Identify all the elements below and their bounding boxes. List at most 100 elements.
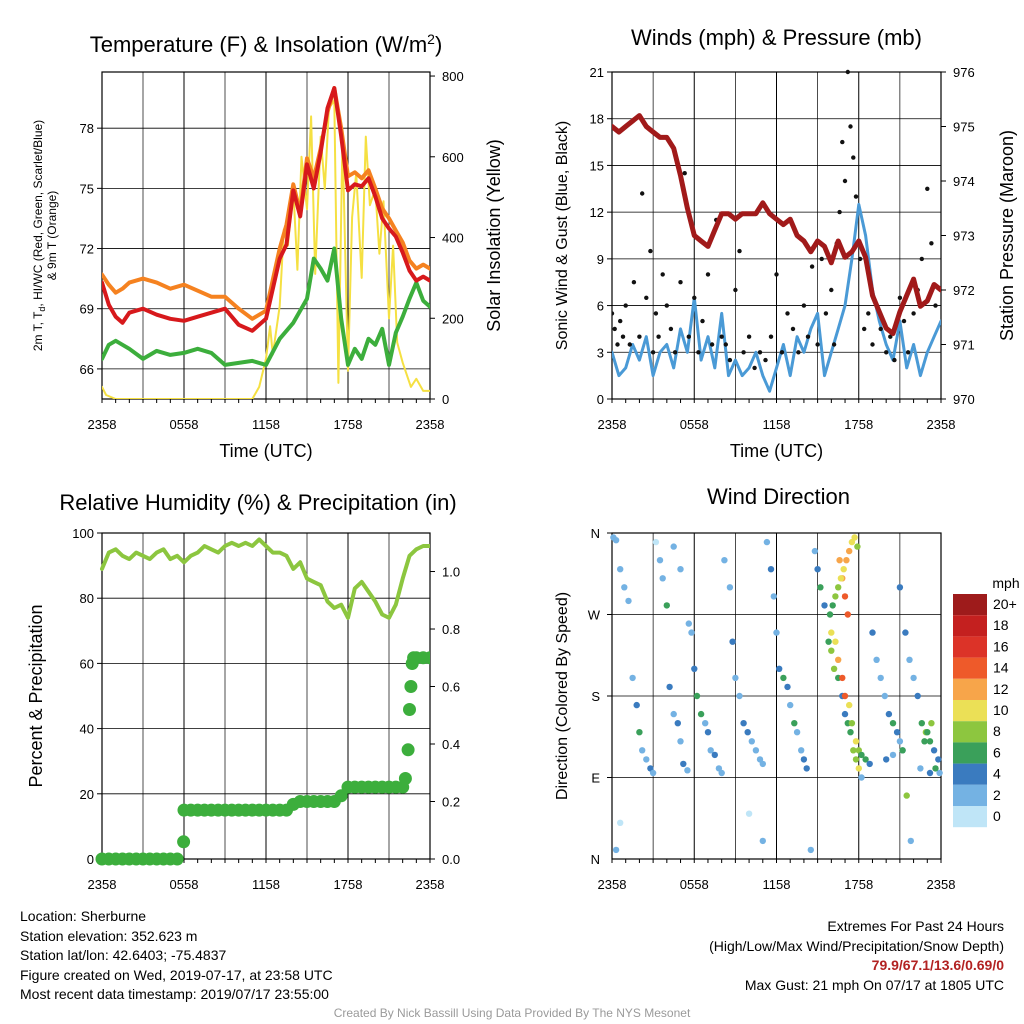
direction-point [902, 629, 909, 636]
gust-dot [919, 256, 924, 262]
direction-point [899, 747, 906, 754]
sonic-wind-line [612, 202, 941, 393]
gust-dot [741, 350, 746, 355]
humidity-line [100, 537, 430, 620]
gust-dot [837, 209, 842, 215]
station-info: Location: Sherburne Station elevation: 3… [20, 907, 333, 1005]
gust-dot [845, 69, 850, 75]
gust-dot [911, 311, 916, 316]
direction-point [736, 692, 743, 700]
panel-3-series [95, 537, 430, 866]
y2-tick-label: 0.4 [442, 737, 460, 752]
x-tick-label: 1158 [252, 417, 280, 432]
chart-title: Relative Humidity (%) & Precipitation (i… [59, 490, 456, 515]
direction-point [866, 760, 873, 768]
gust-dot [757, 350, 763, 355]
direction-point [629, 674, 636, 682]
direction-point [617, 819, 624, 826]
direction-point [903, 792, 910, 799]
direction-point [759, 760, 766, 768]
gust-dot [650, 350, 656, 355]
gust-dot [857, 256, 863, 262]
gust-dot [653, 311, 659, 316]
y2-tick-label: 1.0 [442, 565, 460, 580]
gust-dot [612, 311, 615, 316]
colorbar-label: 16 [993, 638, 1009, 654]
direction-point [803, 765, 810, 772]
precip-dot [334, 789, 348, 803]
direction-point [852, 756, 860, 763]
panel-2-axes: 2358 0558 1158 1758 2358 0 3 6 9 12 15 18 21 970 971 97… [590, 65, 975, 432]
direction-point [726, 584, 734, 591]
y-axis-label: Sonic Wind & Gust (Blue, Black) [554, 121, 571, 350]
gust-dot [853, 194, 859, 199]
gust-dot [848, 124, 853, 129]
y-tick-label: 66 [80, 362, 94, 377]
gust-dot [705, 272, 711, 277]
direction-point [936, 769, 943, 777]
gust-dot [664, 303, 669, 308]
direction-point [693, 692, 701, 700]
gust-dot [668, 326, 674, 332]
gust-dot [640, 191, 645, 196]
precip-dot [401, 743, 415, 757]
gust-dot [727, 357, 733, 363]
y2-tick-label: 0.8 [442, 622, 460, 637]
y-tick-label: N [591, 526, 600, 541]
gust-dot [892, 357, 897, 363]
direction-point [935, 756, 942, 763]
direction-point [841, 593, 849, 600]
direction-point [914, 692, 921, 700]
direction-point [643, 756, 650, 763]
x-tick-label: 1758 [844, 417, 873, 432]
gust-dot [719, 334, 724, 339]
direction-point [873, 656, 880, 663]
panel-1-series [102, 86, 430, 399]
y2-tick-label: 0.2 [442, 795, 460, 810]
colorbar-swatch [953, 784, 987, 806]
colorbar-swatch [953, 678, 987, 700]
x-tick-label: 0558 [170, 877, 199, 892]
direction-point [924, 729, 931, 736]
colorbar-swatch [953, 657, 987, 679]
direction-point [625, 597, 632, 605]
direction-point [840, 566, 847, 573]
direction-point [784, 683, 791, 691]
direction-point [711, 751, 718, 759]
y-tick-label: 72 [80, 242, 94, 257]
station-latlon: Station lat/lon: 42.6403; -75.4837 [20, 947, 227, 963]
gust-dot [862, 326, 867, 332]
panel-4-series [610, 534, 943, 854]
direction-point [862, 756, 869, 763]
colorbar-label: 4 [993, 766, 1001, 782]
direction-point [889, 720, 897, 727]
y-tick-label: 78 [80, 121, 94, 136]
direction-point [841, 692, 849, 700]
y-tick-label: 0 [87, 852, 94, 867]
direction-point [684, 767, 691, 774]
gust-dot [620, 334, 626, 339]
gust-dot [905, 350, 911, 355]
direction-point [639, 747, 646, 754]
direction-point [821, 602, 828, 609]
colorbar-swatch [953, 806, 987, 828]
gust-dot [831, 342, 837, 347]
direction-point [707, 747, 714, 754]
gust-dot [752, 365, 757, 371]
direction-point [832, 638, 839, 645]
y2-axis-label: Solar Insolation (Yellow) [484, 139, 504, 331]
direction-point [893, 729, 901, 736]
gust-dot [612, 326, 617, 332]
y-tick-label: 6 [597, 299, 604, 314]
direction-point [846, 547, 853, 555]
chart-title: Temperature (F) & Insolation (W/m2) [90, 31, 443, 57]
direction-point [666, 683, 673, 691]
y-tick-label: E [591, 771, 600, 786]
temp-2m-line [102, 86, 430, 333]
gust-dot [618, 318, 623, 324]
x-tick-label: 0558 [680, 877, 709, 892]
gust-dot [623, 303, 628, 308]
y2-tick-label: 800 [442, 69, 464, 84]
direction-point [847, 729, 854, 736]
colorbar-label: 0 [993, 808, 1001, 824]
